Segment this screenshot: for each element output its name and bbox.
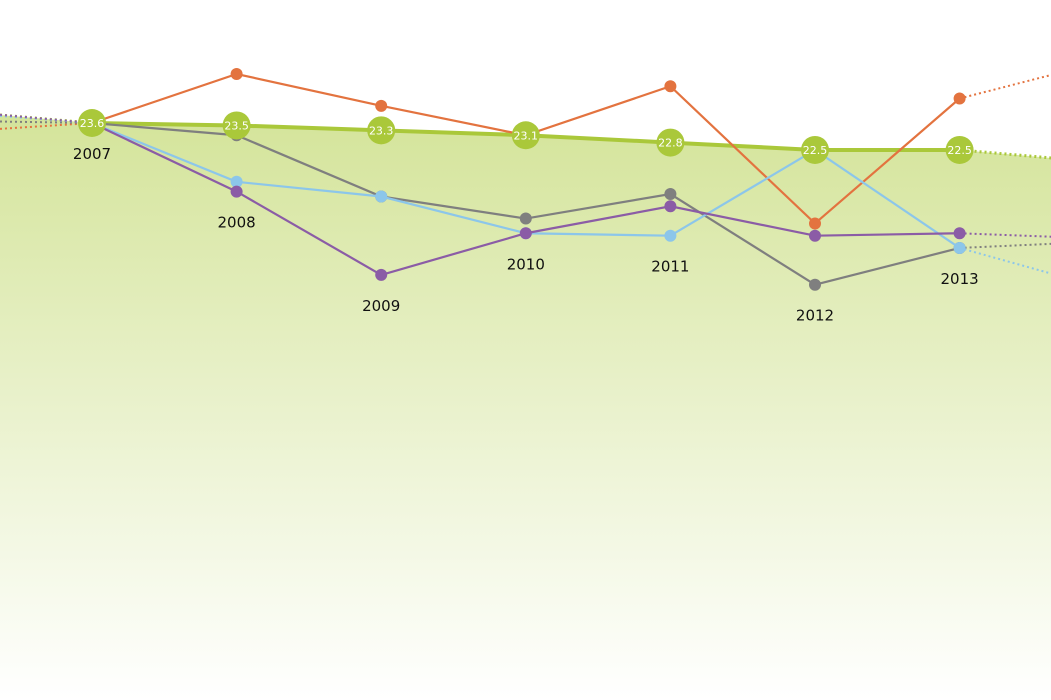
series-orange-point-2008: [230, 68, 243, 80]
series-purple-point-2008: [230, 185, 243, 198]
series-orange-left-ext: [0, 122, 93, 130]
series-light-blue-point-2013: [953, 241, 966, 254]
primary-point-2012: [801, 135, 829, 164]
primary-point-2008: [222, 111, 251, 140]
year-label-2009: 2009: [362, 297, 400, 315]
series-purple-point-2009: [375, 268, 388, 281]
primary-point-2011: [656, 128, 685, 157]
series-purple-point-2011: [664, 200, 677, 213]
year-label-2010: 2010: [507, 255, 545, 273]
series-purple-right-ext: [959, 232, 1051, 238]
series-orange-point-2009: [375, 99, 388, 112]
series-purple-point-2013: [953, 227, 966, 240]
value-label-2013: 22.5: [947, 144, 972, 157]
series-orange-point-2012: [809, 217, 821, 230]
series-purple-point-2010: [519, 227, 532, 240]
year-label-2007: 2007: [73, 145, 111, 163]
value-label-2009: 23.3: [369, 124, 394, 137]
year-label-2013: 2013: [941, 270, 979, 288]
primary-series-right-ext: [959, 148, 1051, 160]
primary-point-2007: [78, 109, 106, 137]
primary-area: [0, 115, 1051, 700]
series-gray-point-2012: [809, 278, 821, 291]
series-light-blue-right-ext: [959, 246, 1051, 275]
series-light-blue-point-2008: [230, 175, 243, 188]
primary-point-2009: [367, 116, 396, 145]
series-purple-left-ext: [0, 113, 93, 124]
series-orange-right-ext: [959, 74, 1051, 100]
series-light-blue-point-2009: [375, 190, 388, 203]
series-gray-point-2011: [664, 188, 677, 201]
year-label-2011: 2011: [651, 258, 689, 276]
series-light-blue-point-2011: [664, 229, 677, 242]
value-label-2008: 23.5: [224, 119, 249, 132]
series-gray-point-2010: [519, 212, 532, 225]
series-purple-point-2012: [809, 229, 821, 242]
series-orange-point-2011: [664, 80, 677, 93]
value-label-2007: 23.6: [80, 117, 105, 130]
series-orange-point-2013: [953, 92, 966, 105]
year-label-2012: 2012: [796, 307, 834, 325]
value-label-2012: 22.5: [803, 144, 828, 157]
value-label-2010: 23.1: [514, 129, 539, 142]
primary-point-2010: [511, 121, 540, 150]
primary-point-2013: [945, 135, 974, 164]
year-label-2008: 2008: [218, 214, 256, 232]
series-gray-right-ext: [959, 242, 1051, 249]
value-label-2011: 22.8: [658, 137, 683, 150]
